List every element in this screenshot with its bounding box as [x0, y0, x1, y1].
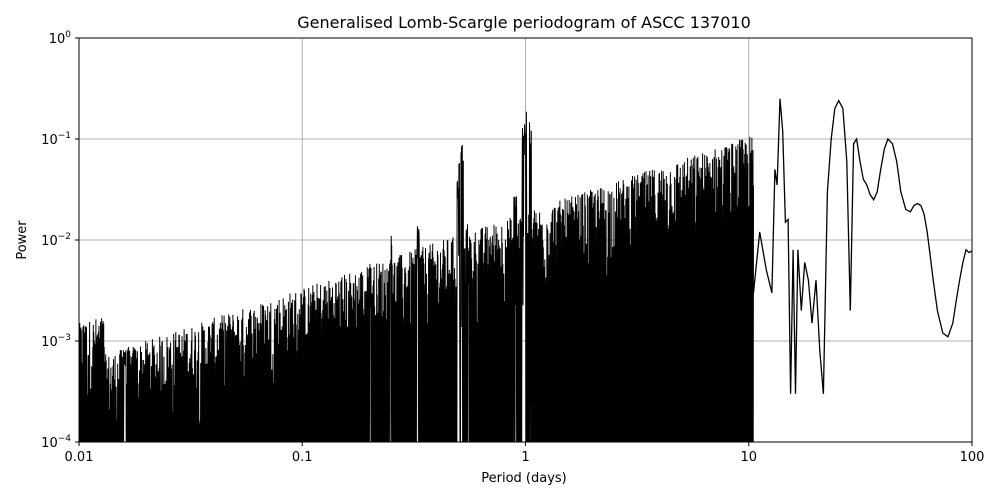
y-tick-label-3: 10−1 [41, 131, 71, 148]
plot-area [78, 98, 973, 443]
x-axis-ticks: 0.01 0.1 1 10 100 [65, 442, 985, 465]
y-tick-label-0: 10−4 [41, 434, 71, 451]
x-tick-label-4: 100 [960, 450, 985, 465]
x-tick-label-1: 0.1 [292, 450, 313, 465]
x-tick-label-0: 0.01 [65, 450, 94, 465]
chart-title: Generalised Lomb-Scargle periodogram of … [297, 13, 751, 32]
x-tick-label-3: 10 [740, 450, 757, 465]
power-noise-trace [78, 111, 754, 443]
y-tick-label-2: 10−2 [41, 232, 71, 249]
y-tick-label-4: 100 [49, 30, 72, 47]
y-tick-label-1: 10−3 [41, 333, 71, 350]
y-axis-ticks: 10−4 10−3 10−2 10−1 100 [41, 30, 79, 451]
y-axis-label: Power [15, 220, 30, 260]
x-tick-label-2: 1 [521, 450, 529, 465]
x-axis-label: Period (days) [481, 471, 567, 486]
power-series-line [752, 98, 973, 394]
